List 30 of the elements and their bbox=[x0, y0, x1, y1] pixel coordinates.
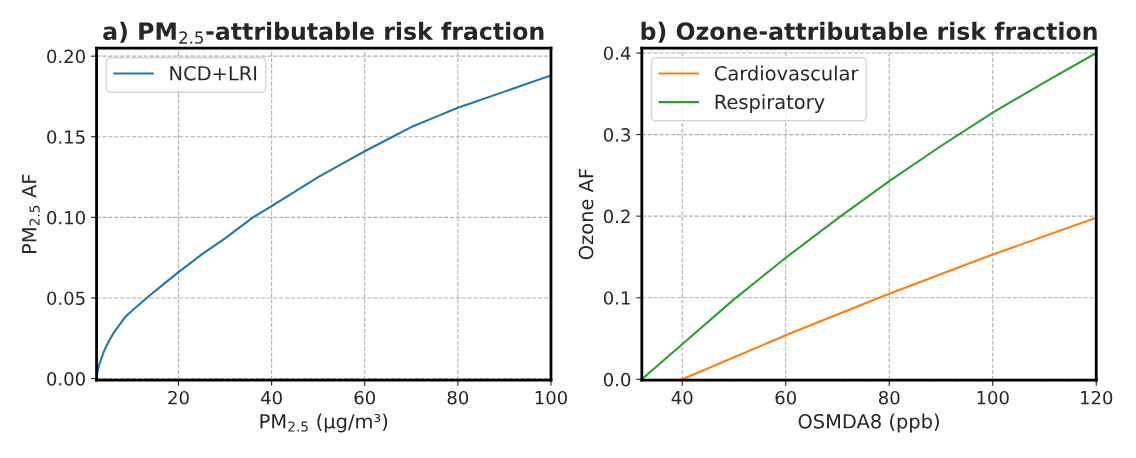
y-tick-label: 0.2 bbox=[603, 209, 630, 224]
y-tick-label: 0.4 bbox=[603, 46, 631, 61]
y-axis-title: PM$_{2.5}$ AF bbox=[22, 174, 40, 254]
x-tick-label: 80 bbox=[878, 390, 900, 405]
x-tick-label: 20 bbox=[168, 390, 189, 405]
y-tick-label: 0.20 bbox=[47, 49, 85, 64]
x-axis-title: OSMDA8 (ppb) bbox=[798, 413, 939, 433]
y-tick-label: 0.1 bbox=[603, 291, 630, 305]
x-tick-label: 100 bbox=[977, 390, 1009, 405]
x-tick-label: 60 bbox=[354, 390, 376, 405]
line-series bbox=[681, 216, 1097, 381]
x-tick-label: 80 bbox=[447, 390, 469, 405]
x-tick-label: 40 bbox=[671, 390, 693, 405]
y-tick-label: 0.05 bbox=[47, 291, 85, 306]
legend-label: Respiratory bbox=[715, 94, 825, 113]
legend-label: NCD+LRI bbox=[170, 65, 257, 81]
y-tick-label: 0.15 bbox=[47, 130, 85, 144]
x-tick-label: 40 bbox=[261, 390, 282, 405]
x-tick-label: 60 bbox=[775, 390, 796, 405]
y-tick-label: 0.10 bbox=[47, 210, 85, 225]
x-axis-title: PM$_{2.5}$ (μg/m³) bbox=[260, 413, 388, 433]
y-axis-title: Ozone AF bbox=[578, 169, 594, 260]
chart-title: a) PM$_{2.5}$-attributable risk fraction bbox=[103, 21, 544, 44]
y-tick-label: 0.3 bbox=[603, 128, 630, 142]
x-tick-label: 100 bbox=[535, 390, 567, 405]
y-tick-label: 0.00 bbox=[47, 371, 85, 386]
x-tick-label: 120 bbox=[1080, 390, 1113, 405]
y-tick-label: 0.0 bbox=[603, 372, 631, 387]
legend-label: Cardiovascular bbox=[714, 65, 859, 81]
chart-title: b) Ozone-attributable risk fraction bbox=[641, 21, 1097, 43]
